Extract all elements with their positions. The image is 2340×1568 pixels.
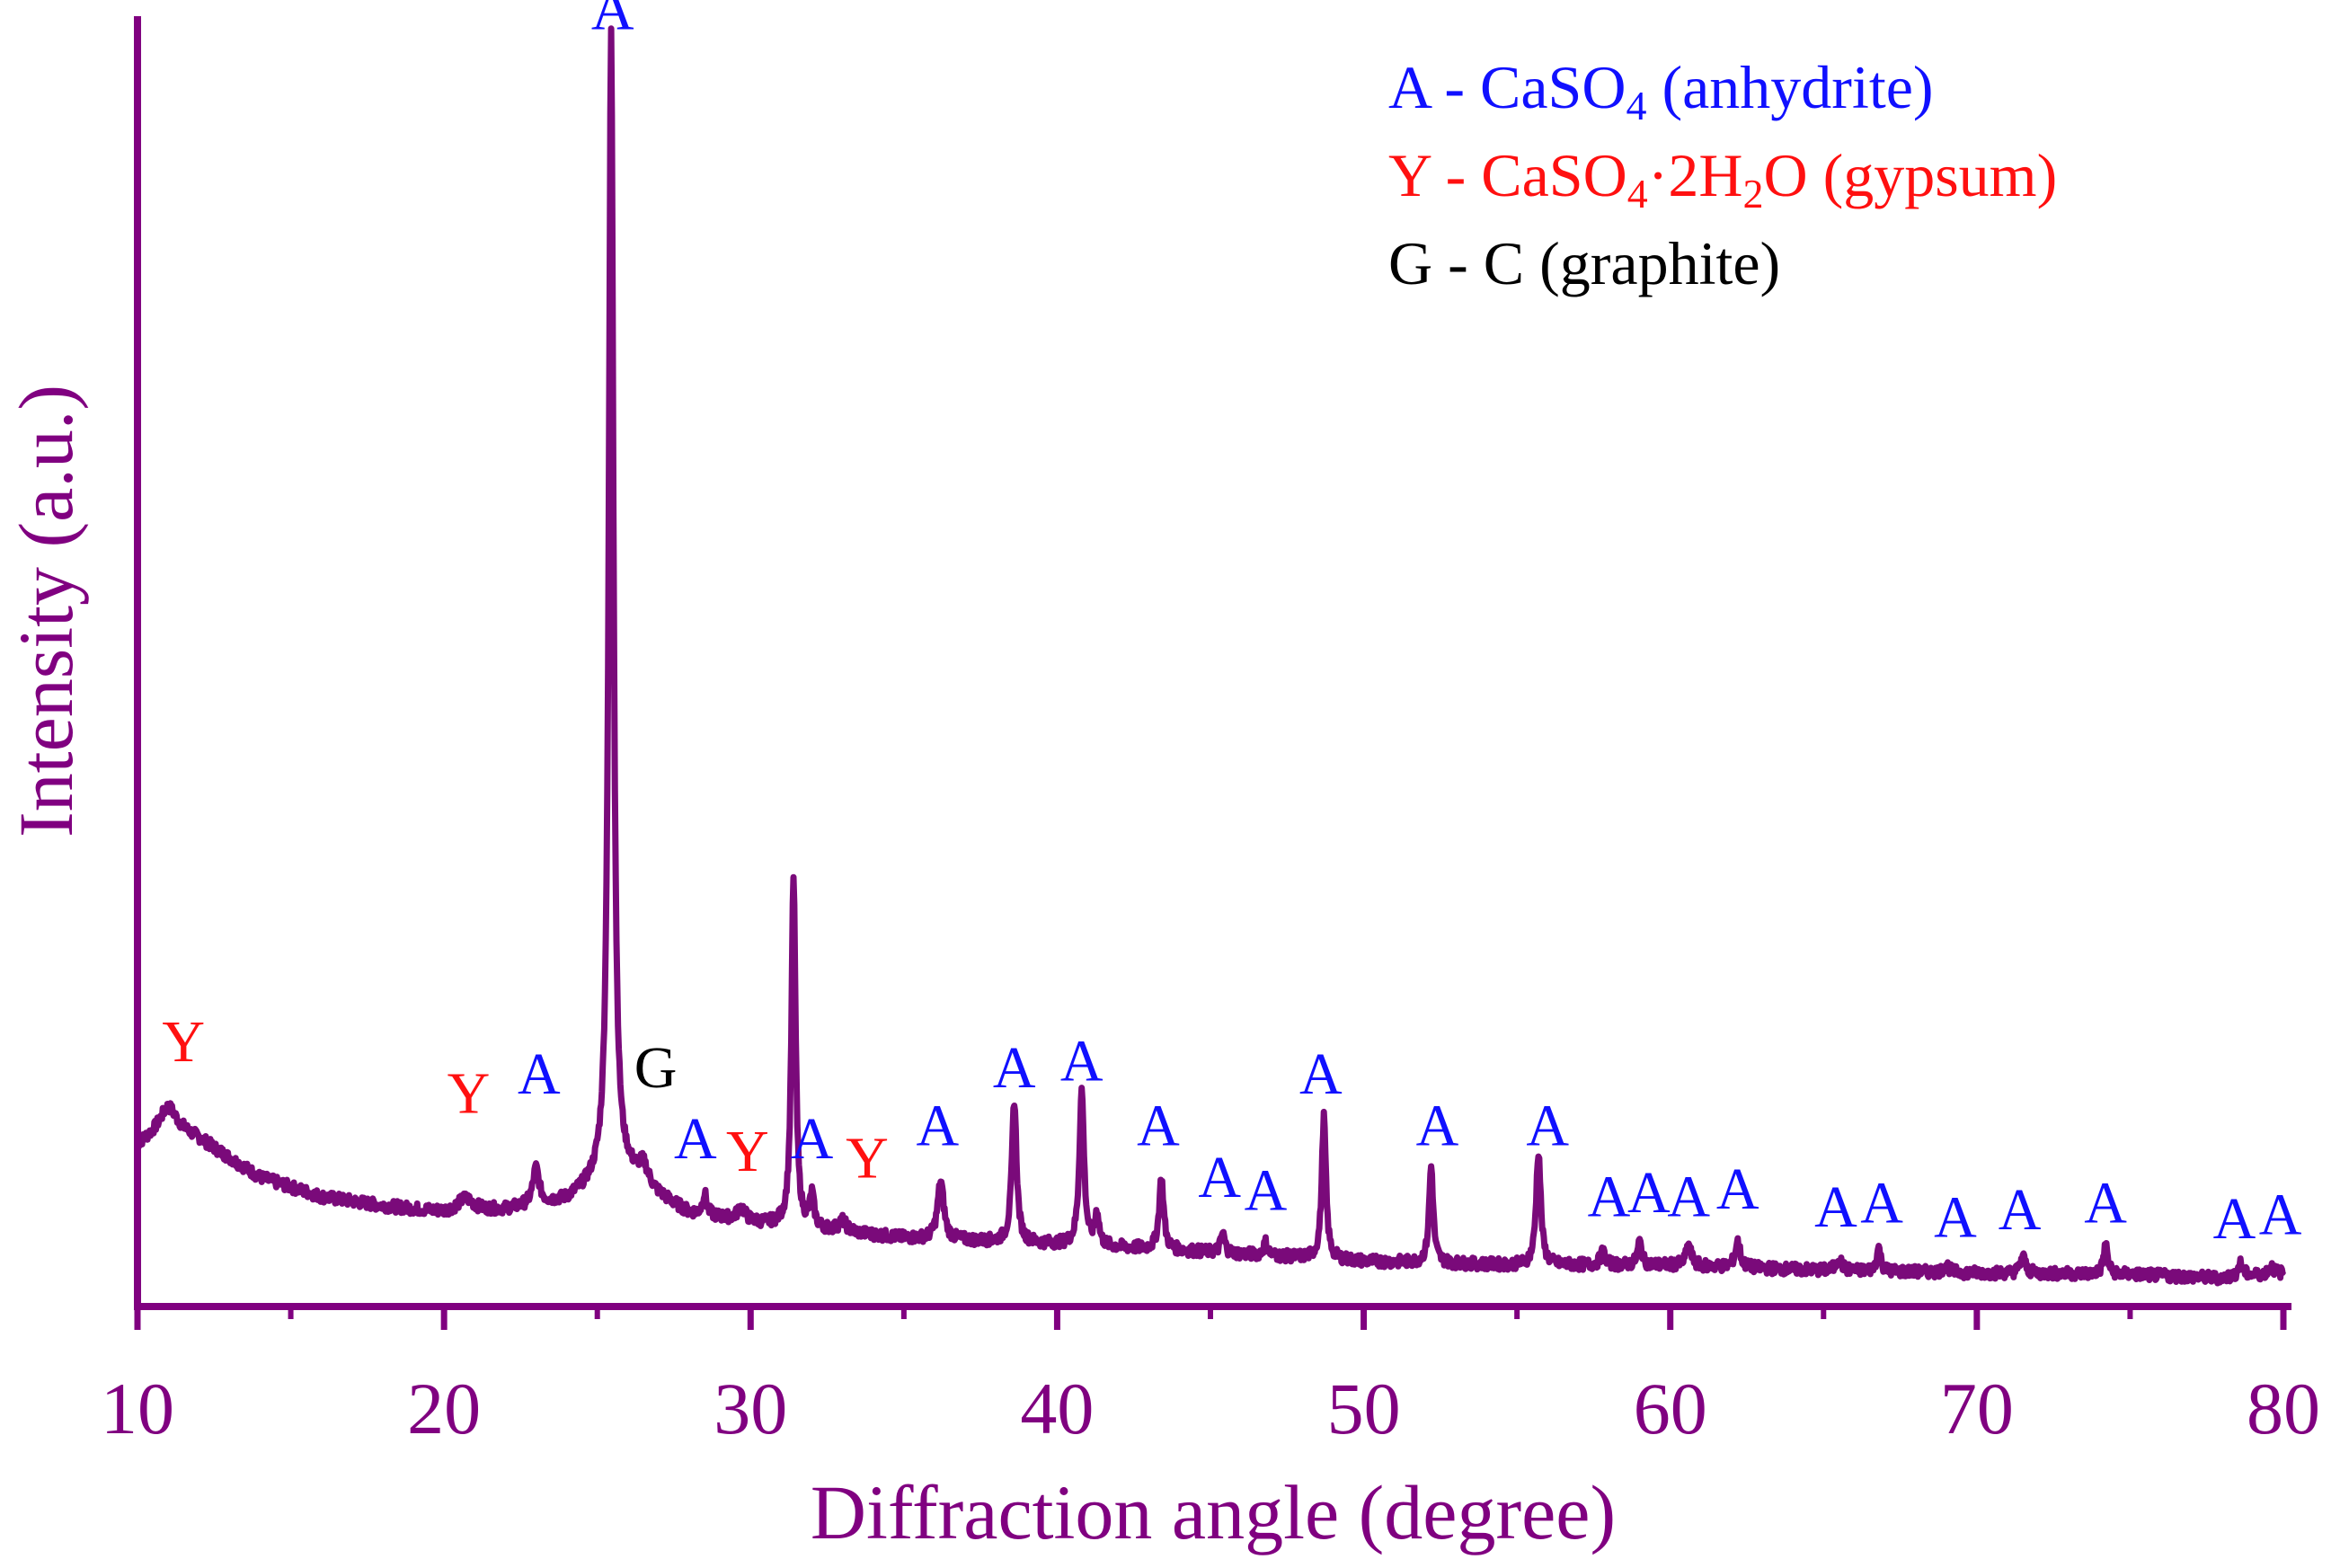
peak-label-a: A <box>2084 1171 2127 1236</box>
peak-label-a: A <box>1999 1177 2042 1243</box>
peak-label-a: A <box>1198 1145 1241 1210</box>
plot-area <box>134 25 2287 1287</box>
peak-label-a: A <box>2259 1183 2302 1248</box>
legend-entry-g: G - C (graphite) <box>1388 229 1780 297</box>
peak-label-a: A <box>1667 1164 1710 1229</box>
peak-label-a: A <box>2213 1186 2256 1252</box>
x-tick-label: 50 <box>1327 1368 1401 1449</box>
peak-label-a: A <box>674 1106 717 1172</box>
x-tick-label: 70 <box>1940 1368 2014 1449</box>
peak-label-a: A <box>1716 1156 1759 1222</box>
peak-label-a: A <box>1299 1041 1343 1107</box>
peak-label-a: A <box>1860 1171 1903 1236</box>
y-axis-title: Intensity (a.u.) <box>3 385 89 837</box>
peak-label-a: A <box>1588 1164 1631 1229</box>
x-tick-label: 10 <box>101 1368 174 1449</box>
peak-label-y: Y <box>846 1125 889 1191</box>
x-axis-title: Diffraction angle (degree) <box>811 1469 1616 1555</box>
legend-entry-a: A - CaSO4 (anhydrite) <box>1388 53 1934 128</box>
x-axis-ticks <box>134 1307 2287 1330</box>
peak-label-a: A <box>1137 1094 1180 1159</box>
peak-label-a: A <box>1416 1094 1459 1159</box>
peak-label-a: A <box>518 1041 561 1107</box>
peak-label-a: A <box>1934 1184 1977 1250</box>
peak-label-a: A <box>1526 1094 1569 1159</box>
legend-entry-y: Y - CaSO4·2H2O (gypsum) <box>1388 141 2057 217</box>
peak-label-a: A <box>1245 1157 1288 1223</box>
peak-label-g: G <box>634 1035 678 1101</box>
x-axis-tick-labels: 10 20 30 40 50 60 70 80 <box>101 1368 2320 1449</box>
peak-label-a: A <box>1627 1160 1671 1226</box>
peak-label-a: A <box>917 1094 960 1159</box>
x-tick-label: 30 <box>714 1368 787 1449</box>
peak-label-a: A <box>993 1035 1036 1101</box>
x-tick-label: 60 <box>1634 1368 1707 1449</box>
peak-label-a: A <box>1814 1174 1857 1240</box>
peak-label-a: A <box>1060 1029 1104 1094</box>
peak-label-a: A <box>591 0 634 42</box>
xrd-pattern-line <box>134 25 2287 1287</box>
axes: 10 20 30 40 50 60 70 80 <box>101 16 2320 1449</box>
legend: A - CaSO4 (anhydrite) Y - CaSO4·2H2O (gyp… <box>1388 53 2057 297</box>
peak-label-a: A <box>791 1106 834 1172</box>
peak-label-y: Y <box>726 1119 769 1184</box>
x-tick-label: 80 <box>2247 1368 2320 1449</box>
x-tick-label: 40 <box>1020 1368 1094 1449</box>
peak-label-y: Y <box>448 1061 491 1127</box>
peak-label-y: Y <box>162 1009 205 1075</box>
x-tick-label: 20 <box>407 1368 481 1449</box>
